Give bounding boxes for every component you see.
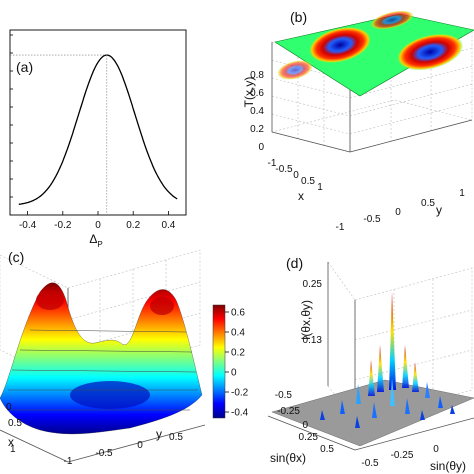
panel-b-zlabel: T(x,y) [242,77,256,108]
panel-c-colorbar-label: 0.2 [231,348,245,359]
panel-b-ztick-label: 0.8 [250,70,264,81]
panel-c-xtick-label: 0 [6,402,12,413]
panel-d-xtick-label: -0.25 [277,406,300,417]
panel-c-xtick-label: 1 [10,444,16,455]
panel-b-ztick-label: 0 [258,142,264,153]
panel-c-colorbar-label: -0.2 [231,388,249,399]
panel-c-colorbar-label: 0.4 [231,328,245,339]
panel-b-ytick-label: 0.5 [421,198,435,209]
panel-b-ticks: 00.20.40.60.8-1-0.500.51-1-0.500.51 [250,70,465,233]
panel-a-frame [9,29,187,216]
panel-c-colorbar-label: -0.4 [231,408,249,419]
panel-c-xtick-label: 0.5 [8,418,22,429]
panel-c-peak-right [150,297,174,315]
panel-c-ytick-label: -1 [64,456,73,467]
panel-b-xtick-label: 0.5 [301,176,315,187]
panel-a-xtick-label: 0.4 [161,220,175,231]
panel-c-ytick-label: 0.5 [169,432,183,443]
panel-d-ylabel: sin(θy) [430,459,466,473]
panel-c-ylabel: y [156,427,162,441]
panel-b-ytick-label: 1 [459,188,465,199]
panel-d-xtick-label: 0.5 [320,444,334,455]
panel-d-ztick-label: 0.25 [303,279,323,290]
panel-c-trough [70,381,150,409]
panel-a-xlabel: ΔP [89,232,102,249]
panel-a-xtick-label: -0.2 [54,220,72,231]
panel-b-xtick-label: 0 [293,170,299,181]
panel-b-ytick-label: -1 [336,222,345,233]
panel-c-colorbar-label: 0.6 [231,308,245,319]
panel-c-ytick-label: 0 [137,440,143,451]
panel-b-xtick-label: 1 [317,182,323,193]
panel-a-tag: (a) [16,59,33,75]
panel-b-xtick-label: -0.5 [275,164,293,175]
panel-b-floor [270,99,474,153]
panel-b-ztick-label: 0.4 [250,106,264,117]
panel-a-curve [18,54,178,205]
panel-c-surface-base [0,282,203,435]
panel-d-tag: (d) [286,255,303,271]
panel-b: 00.20.40.60.8-1-0.500.51-1-0.500.51 (b) … [242,9,474,233]
panel-b-ylabel: y [436,203,442,217]
panel-d-ytick-label: -0.5 [361,458,379,469]
panel-b-surface-rings [277,10,464,80]
panel-c-ytick-label: -0.5 [95,448,113,459]
panel-d-xtick-label: -0.5 [275,390,293,401]
panel-c-peak-left [36,290,64,310]
panel-d-peaks [320,292,455,428]
panel-d-xtick-label: 0.25 [299,432,319,443]
panel-a-xtick-label: -0.4 [19,220,37,231]
panel-c: 0.60.40.20-0.2-0.400.51-1-0.500.5 (c) x … [0,249,249,467]
panel-b-tag: (b) [290,9,307,25]
panel-b-xlabel: x [298,189,304,203]
panel-c-colorbar [212,304,226,419]
panel-a-xtick-label: 0 [95,220,101,231]
panel-d-ytick-label: 0 [433,444,439,455]
panel-d-xlabel: sin(θx) [270,451,306,465]
panel-b-ztick-label: 0.2 [250,124,264,135]
panel-c-colorbar-label: 0 [231,368,237,379]
panel-b-xtick-label: -1 [268,158,277,169]
panel-c-ticks: 0.6 0.4 0.2 0 -0.2 -0.4 0 0.5 1 -1 -0.5 0 0.5 [6,308,249,468]
panel-b-ztick-label: 0.6 [250,88,264,99]
panel-a-ticks: -0.4 -0.2 0 0.2 0.4 [10,34,176,231]
panel-a-xtick-label: 0.2 [126,220,140,231]
panel-d-zlabel: I(θx,θy) [299,300,313,340]
panel-d-ztick-label: 0.13 [303,335,323,346]
panel-c-tag: (c) [8,249,24,265]
panel-d-xtick-label: 0 [302,420,308,431]
panel-c-xlabel: x [8,435,14,449]
panel-b-ytick-label: -0.5 [363,214,381,225]
panel-a: -0.4 -0.2 0 0.2 0.4 (a) ΔP [9,29,187,249]
panel-b-ytick-label: 0 [395,207,401,218]
panel-d-ytick-label: -0.25 [391,450,414,461]
